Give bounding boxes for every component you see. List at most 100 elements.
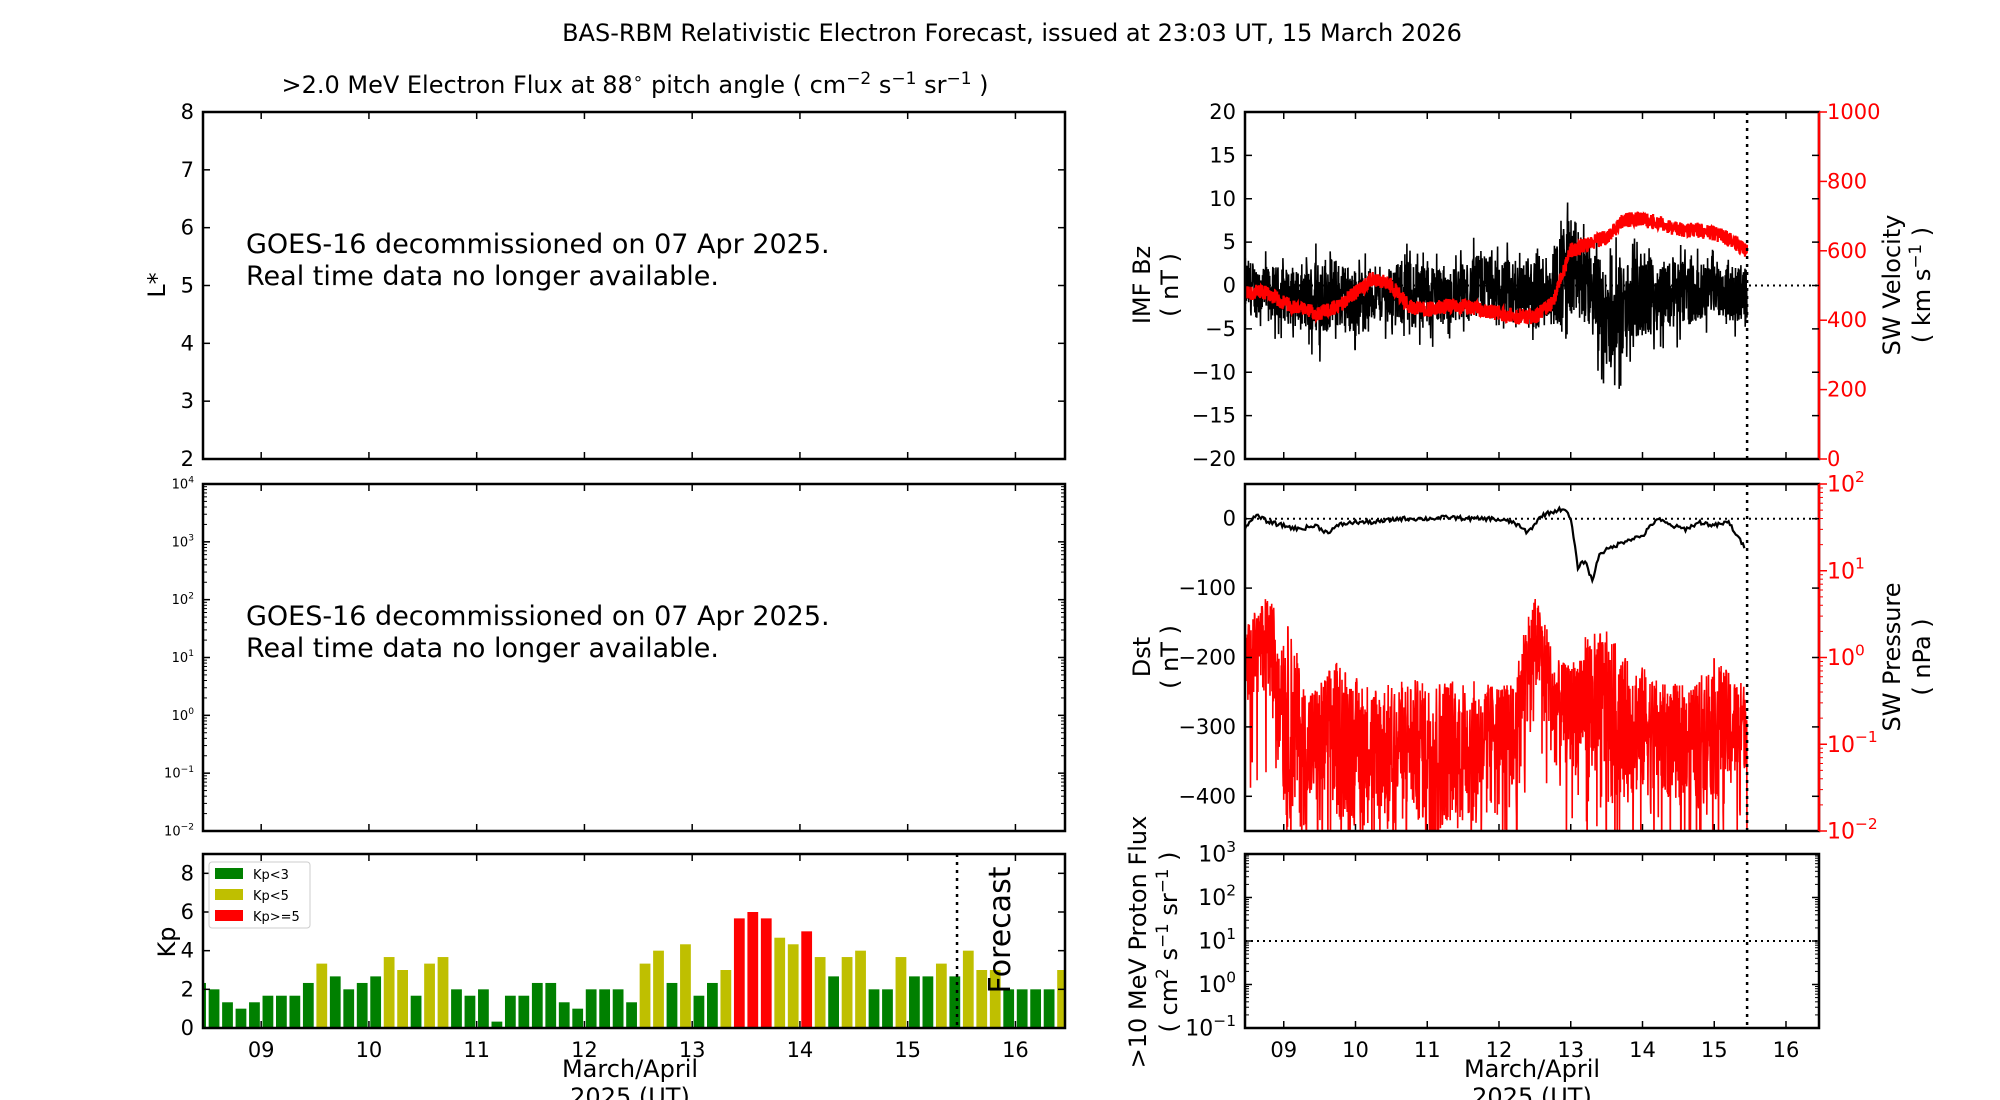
kp-bar <box>801 931 813 1028</box>
label-part: ( nT ) <box>1156 253 1184 317</box>
y-tick-label-right: 10−1 <box>1827 728 1878 758</box>
kp-bar <box>397 970 408 1028</box>
kp-bar <box>572 1008 584 1028</box>
y-axis-unit: ( cm2 s−1 sr−1 ) <box>1152 852 1183 1033</box>
tick-base: 10 <box>1827 559 1855 584</box>
y-axis-label: Dst <box>1128 637 1156 677</box>
label-part: sr <box>1155 893 1183 923</box>
tick-base: 10 <box>1198 973 1226 998</box>
kp-bar <box>774 937 786 1028</box>
unavailable-message: Real time data no longer available. <box>246 633 719 664</box>
y-tick-label: 10−1 <box>1185 1012 1236 1042</box>
tick-exponent: −2 <box>181 823 194 833</box>
y-tick-label: −100 <box>1178 576 1236 600</box>
tick-base: 10 <box>1198 843 1226 868</box>
kp-bar <box>922 976 934 1028</box>
kp-bar <box>707 982 718 1028</box>
y-axis-label: L* <box>143 272 171 297</box>
label-part: 2 <box>1152 968 1172 979</box>
tick-exponent: 2 <box>1226 881 1236 899</box>
unavailable-message: Real time data no longer available. <box>246 261 719 292</box>
kp-bar <box>316 963 328 1028</box>
y-tick-label: −200 <box>1178 646 1236 670</box>
kp-bar <box>895 957 907 1028</box>
y-axis-label-right: SW Velocity <box>1878 215 1906 356</box>
kp-bar <box>962 950 974 1028</box>
kp-bar <box>935 963 947 1028</box>
dst-line <box>1245 505 1746 585</box>
x-axis-label: March/April <box>1464 1055 1600 1083</box>
legend-label: Kp>=5 <box>253 910 300 925</box>
kp-legend: Kp<3 Kp<5 Kp>=5 <box>208 861 311 929</box>
y-tick-label-right: 0 <box>1827 447 1840 471</box>
kp-bar <box>841 957 853 1028</box>
label-part: IMF Bz <box>1128 246 1156 324</box>
y-tick-label: 103 <box>1198 838 1236 868</box>
tick-base: 10 <box>1198 930 1226 955</box>
kp-bar <box>828 976 839 1028</box>
label-part: Dst <box>1128 637 1156 677</box>
y-tick-label: 102 <box>1198 881 1236 911</box>
kp-bar <box>504 995 516 1028</box>
kp-bar <box>814 957 826 1028</box>
tick-base: 10 <box>172 593 189 608</box>
x-axis-label: March/April <box>562 1055 698 1083</box>
legend-label: Kp<3 <box>253 868 289 883</box>
kp-bar <box>599 989 611 1028</box>
kp-bar <box>693 995 705 1028</box>
kp-bar <box>949 976 961 1028</box>
tick-base: 10 <box>172 478 189 493</box>
kp-bar <box>868 989 880 1028</box>
y-tick-label: −300 <box>1178 715 1236 739</box>
imf-bz-line <box>1245 202 1748 389</box>
unavailable-message: GOES-16 decommissioned on 07 Apr 2025. <box>246 229 830 260</box>
panel-frame <box>201 852 1067 1030</box>
tick-exponent: −2 <box>1855 815 1878 833</box>
sw-velocity-line <box>1245 211 1749 325</box>
x-tick-label: 11 <box>1414 1038 1441 1062</box>
kp-bar <box>203 982 206 1028</box>
x-tick-label: 10 <box>1342 1038 1369 1062</box>
tick-base: 10 <box>164 825 181 840</box>
kp-bar <box>383 957 395 1028</box>
kp-bar <box>626 1002 637 1028</box>
y-tick-label: 7 <box>181 158 194 182</box>
x-tick-label: 13 <box>1557 1038 1584 1062</box>
y-tick-label-right: 100 <box>1827 641 1865 671</box>
kp-bar <box>585 989 597 1028</box>
kp-bars <box>203 912 1065 1028</box>
kp-bar <box>1043 989 1055 1028</box>
tick-exponent: 2 <box>1855 468 1865 486</box>
y-tick-label: 103 <box>172 534 195 551</box>
tick-base: 10 <box>1827 820 1855 845</box>
kp-bar <box>302 982 314 1028</box>
legend-swatch <box>215 868 243 879</box>
y-tick-label: 6 <box>181 216 194 240</box>
y-tick-label-right: 400 <box>1827 308 1867 332</box>
y-tick-label: −10 <box>1192 360 1236 384</box>
y-tick-label: 8 <box>181 100 194 124</box>
y-tick-label-right: 600 <box>1827 239 1867 263</box>
tick-base: 10 <box>1827 733 1855 758</box>
x-tick-label: 15 <box>894 1038 921 1062</box>
y-tick-label: 102 <box>172 591 194 608</box>
unavailable-message: GOES-16 decommissioned on 07 Apr 2025. <box>246 601 830 632</box>
imf-traces <box>1245 202 1749 389</box>
kp-bar <box>410 995 422 1028</box>
figure-title: BAS-RBM Relativistic Electron Forecast, … <box>562 19 1462 47</box>
y-tick-label: 2 <box>181 977 194 1001</box>
y-tick-label: 10 <box>1209 187 1236 211</box>
tick-base: 10 <box>1185 1017 1213 1042</box>
kp-bar <box>545 982 557 1028</box>
kp-bar <box>882 989 893 1028</box>
legend-label: Kp<5 <box>253 889 289 904</box>
y-tick-label: 101 <box>172 649 194 666</box>
kp-bar <box>855 950 866 1028</box>
kp-bar <box>558 1002 570 1028</box>
tick-base: 10 <box>1198 886 1226 911</box>
tick-exponent: 0 <box>188 707 194 717</box>
kp-bar <box>733 918 745 1028</box>
kp-bar <box>787 944 799 1028</box>
